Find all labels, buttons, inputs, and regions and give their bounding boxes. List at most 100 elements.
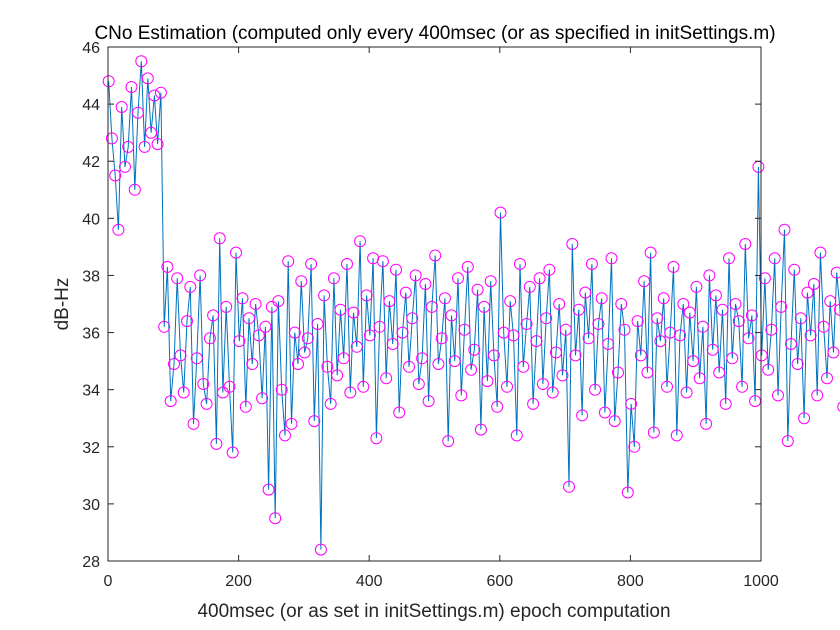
data-point-marker bbox=[501, 380, 513, 393]
data-point-marker bbox=[566, 238, 579, 250]
data-point-marker bbox=[308, 415, 321, 428]
data-point-marker bbox=[481, 375, 494, 388]
data-point-marker bbox=[396, 326, 409, 339]
data-point-marker bbox=[226, 446, 239, 459]
data-point-marker bbox=[465, 363, 478, 376]
data-point-marker bbox=[523, 280, 536, 293]
data-point-marker bbox=[112, 223, 125, 236]
data-point-marker bbox=[298, 346, 311, 359]
data-point-marker bbox=[576, 409, 589, 422]
data-point-marker bbox=[739, 238, 752, 250]
data-point-marker bbox=[791, 358, 804, 370]
data-point-marker bbox=[661, 380, 673, 393]
data-point-marker bbox=[736, 380, 749, 393]
data-point-marker bbox=[821, 372, 833, 385]
data-point-marker bbox=[275, 383, 288, 396]
data-point-marker bbox=[647, 426, 660, 439]
data-point-marker bbox=[132, 106, 144, 119]
data-point-marker bbox=[543, 263, 556, 276]
y-tick-label: 40 bbox=[82, 211, 100, 228]
data-point-marker bbox=[334, 303, 347, 316]
data-point-marker bbox=[507, 329, 520, 342]
data-point-marker bbox=[461, 260, 474, 273]
data-point-marker bbox=[442, 435, 455, 448]
data-point-marker bbox=[148, 89, 161, 102]
data-point-marker bbox=[683, 306, 696, 319]
data-point-marker bbox=[654, 335, 667, 348]
data-point-marker bbox=[406, 312, 419, 325]
data-point-marker bbox=[445, 309, 458, 322]
data-point-marker bbox=[814, 246, 827, 259]
data-point-marker bbox=[772, 389, 784, 402]
data-point-marker bbox=[425, 300, 438, 313]
data-point-marker bbox=[161, 260, 174, 273]
data-point-marker bbox=[723, 252, 735, 265]
data-point-marker bbox=[380, 372, 393, 385]
axes-box bbox=[107, 46, 762, 562]
data-point-marker bbox=[540, 312, 553, 325]
data-point-marker bbox=[729, 298, 742, 310]
data-point-marker bbox=[827, 346, 840, 359]
data-point-marker bbox=[262, 483, 275, 496]
y-tick-label: 44 bbox=[82, 97, 100, 114]
data-point-marker bbox=[687, 355, 700, 368]
data-point-marker bbox=[677, 298, 690, 310]
data-point-marker bbox=[233, 335, 246, 348]
data-point-marker bbox=[674, 329, 686, 342]
data-point-marker bbox=[517, 360, 530, 373]
data-point-marker bbox=[514, 258, 526, 270]
data-point-marker bbox=[168, 358, 180, 370]
data-point-marker bbox=[331, 369, 344, 382]
data-point-marker bbox=[239, 400, 252, 413]
data-point-marker bbox=[252, 329, 265, 342]
data-point-marker bbox=[115, 101, 128, 113]
data-point-marker bbox=[631, 315, 644, 328]
data-point-marker bbox=[817, 320, 830, 333]
data-point-marker bbox=[138, 140, 151, 153]
data-point-marker bbox=[628, 440, 641, 453]
data-point-marker bbox=[269, 512, 282, 525]
y-tick-label: 28 bbox=[82, 554, 100, 571]
data-point-marker bbox=[745, 309, 758, 322]
data-point-marker bbox=[706, 343, 719, 356]
data-point-marker bbox=[801, 286, 814, 299]
data-point-marker bbox=[474, 423, 487, 436]
data-point-marker bbox=[455, 389, 468, 402]
data-point-marker bbox=[471, 283, 484, 296]
series-line bbox=[108, 61, 840, 550]
data-point-marker bbox=[327, 272, 340, 285]
data-point-marker bbox=[690, 280, 703, 293]
data-point-marker bbox=[350, 340, 363, 353]
data-point-marker bbox=[207, 309, 220, 322]
data-point-marker bbox=[644, 246, 657, 259]
y-tick-label: 30 bbox=[82, 497, 100, 514]
data-point-marker bbox=[546, 386, 559, 399]
data-point-marker bbox=[585, 258, 598, 270]
data-point-marker bbox=[641, 366, 654, 379]
data-point-marker bbox=[709, 289, 722, 302]
data-point-marker bbox=[693, 372, 706, 385]
data-point-marker bbox=[758, 272, 771, 285]
chart-title: CNo Estimation (computed only every 400m… bbox=[94, 23, 775, 44]
data-point-marker bbox=[569, 349, 582, 362]
data-point-marker bbox=[256, 392, 269, 405]
x-tick-label: 200 bbox=[225, 573, 252, 590]
x-tick-label: 600 bbox=[486, 573, 513, 590]
data-point-marker bbox=[638, 275, 651, 288]
data-point-marker bbox=[785, 338, 797, 350]
data-point-marker bbox=[696, 320, 709, 333]
data-point-marker bbox=[612, 366, 624, 379]
data-point-marker bbox=[794, 312, 807, 325]
x-tick-label: 1000 bbox=[743, 573, 779, 590]
data-point-marker bbox=[536, 378, 549, 390]
data-point-marker bbox=[243, 312, 255, 325]
data-point-marker bbox=[807, 278, 820, 290]
data-point-marker bbox=[259, 320, 272, 333]
data-point-marker bbox=[527, 397, 540, 410]
data-point-marker bbox=[393, 406, 406, 419]
data-point-marker bbox=[187, 417, 200, 430]
data-point-marker bbox=[409, 269, 422, 282]
data-point-marker bbox=[223, 380, 236, 393]
data-point-marker bbox=[321, 360, 334, 373]
data-point-marker bbox=[181, 315, 193, 328]
